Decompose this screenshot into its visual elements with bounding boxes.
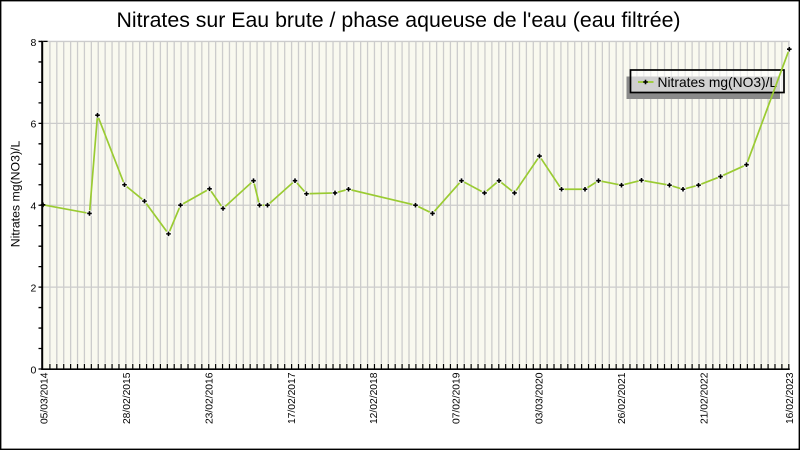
- svg-text:12/02/2018: 12/02/2018: [369, 372, 380, 424]
- svg-text:17/02/2017: 17/02/2017: [287, 372, 298, 424]
- svg-text:16/02/2023: 16/02/2023: [785, 372, 796, 424]
- svg-text:03/03/2020: 03/03/2020: [535, 372, 546, 424]
- svg-text:28/02/2015: 28/02/2015: [122, 372, 133, 424]
- svg-text:2: 2: [30, 282, 36, 294]
- svg-text:Nitrates mg(NO3)/L: Nitrates mg(NO3)/L: [9, 141, 23, 248]
- svg-text:21/02/2022: 21/02/2022: [700, 372, 711, 424]
- svg-text:05/03/2014: 05/03/2014: [40, 372, 51, 424]
- svg-text:23/02/2016: 23/02/2016: [205, 372, 216, 424]
- svg-text:Nitrates mg(NO3)/L: Nitrates mg(NO3)/L: [658, 75, 778, 90]
- svg-text:Nitrates sur Eau brute / phase: Nitrates sur Eau brute / phase aqueuse d…: [116, 8, 680, 32]
- svg-text:07/02/2019: 07/02/2019: [452, 372, 463, 424]
- svg-text:8: 8: [30, 37, 36, 49]
- svg-text:6: 6: [30, 119, 36, 131]
- svg-text:26/02/2021: 26/02/2021: [617, 372, 628, 424]
- svg-text:4: 4: [30, 201, 36, 213]
- svg-text:0: 0: [30, 364, 36, 376]
